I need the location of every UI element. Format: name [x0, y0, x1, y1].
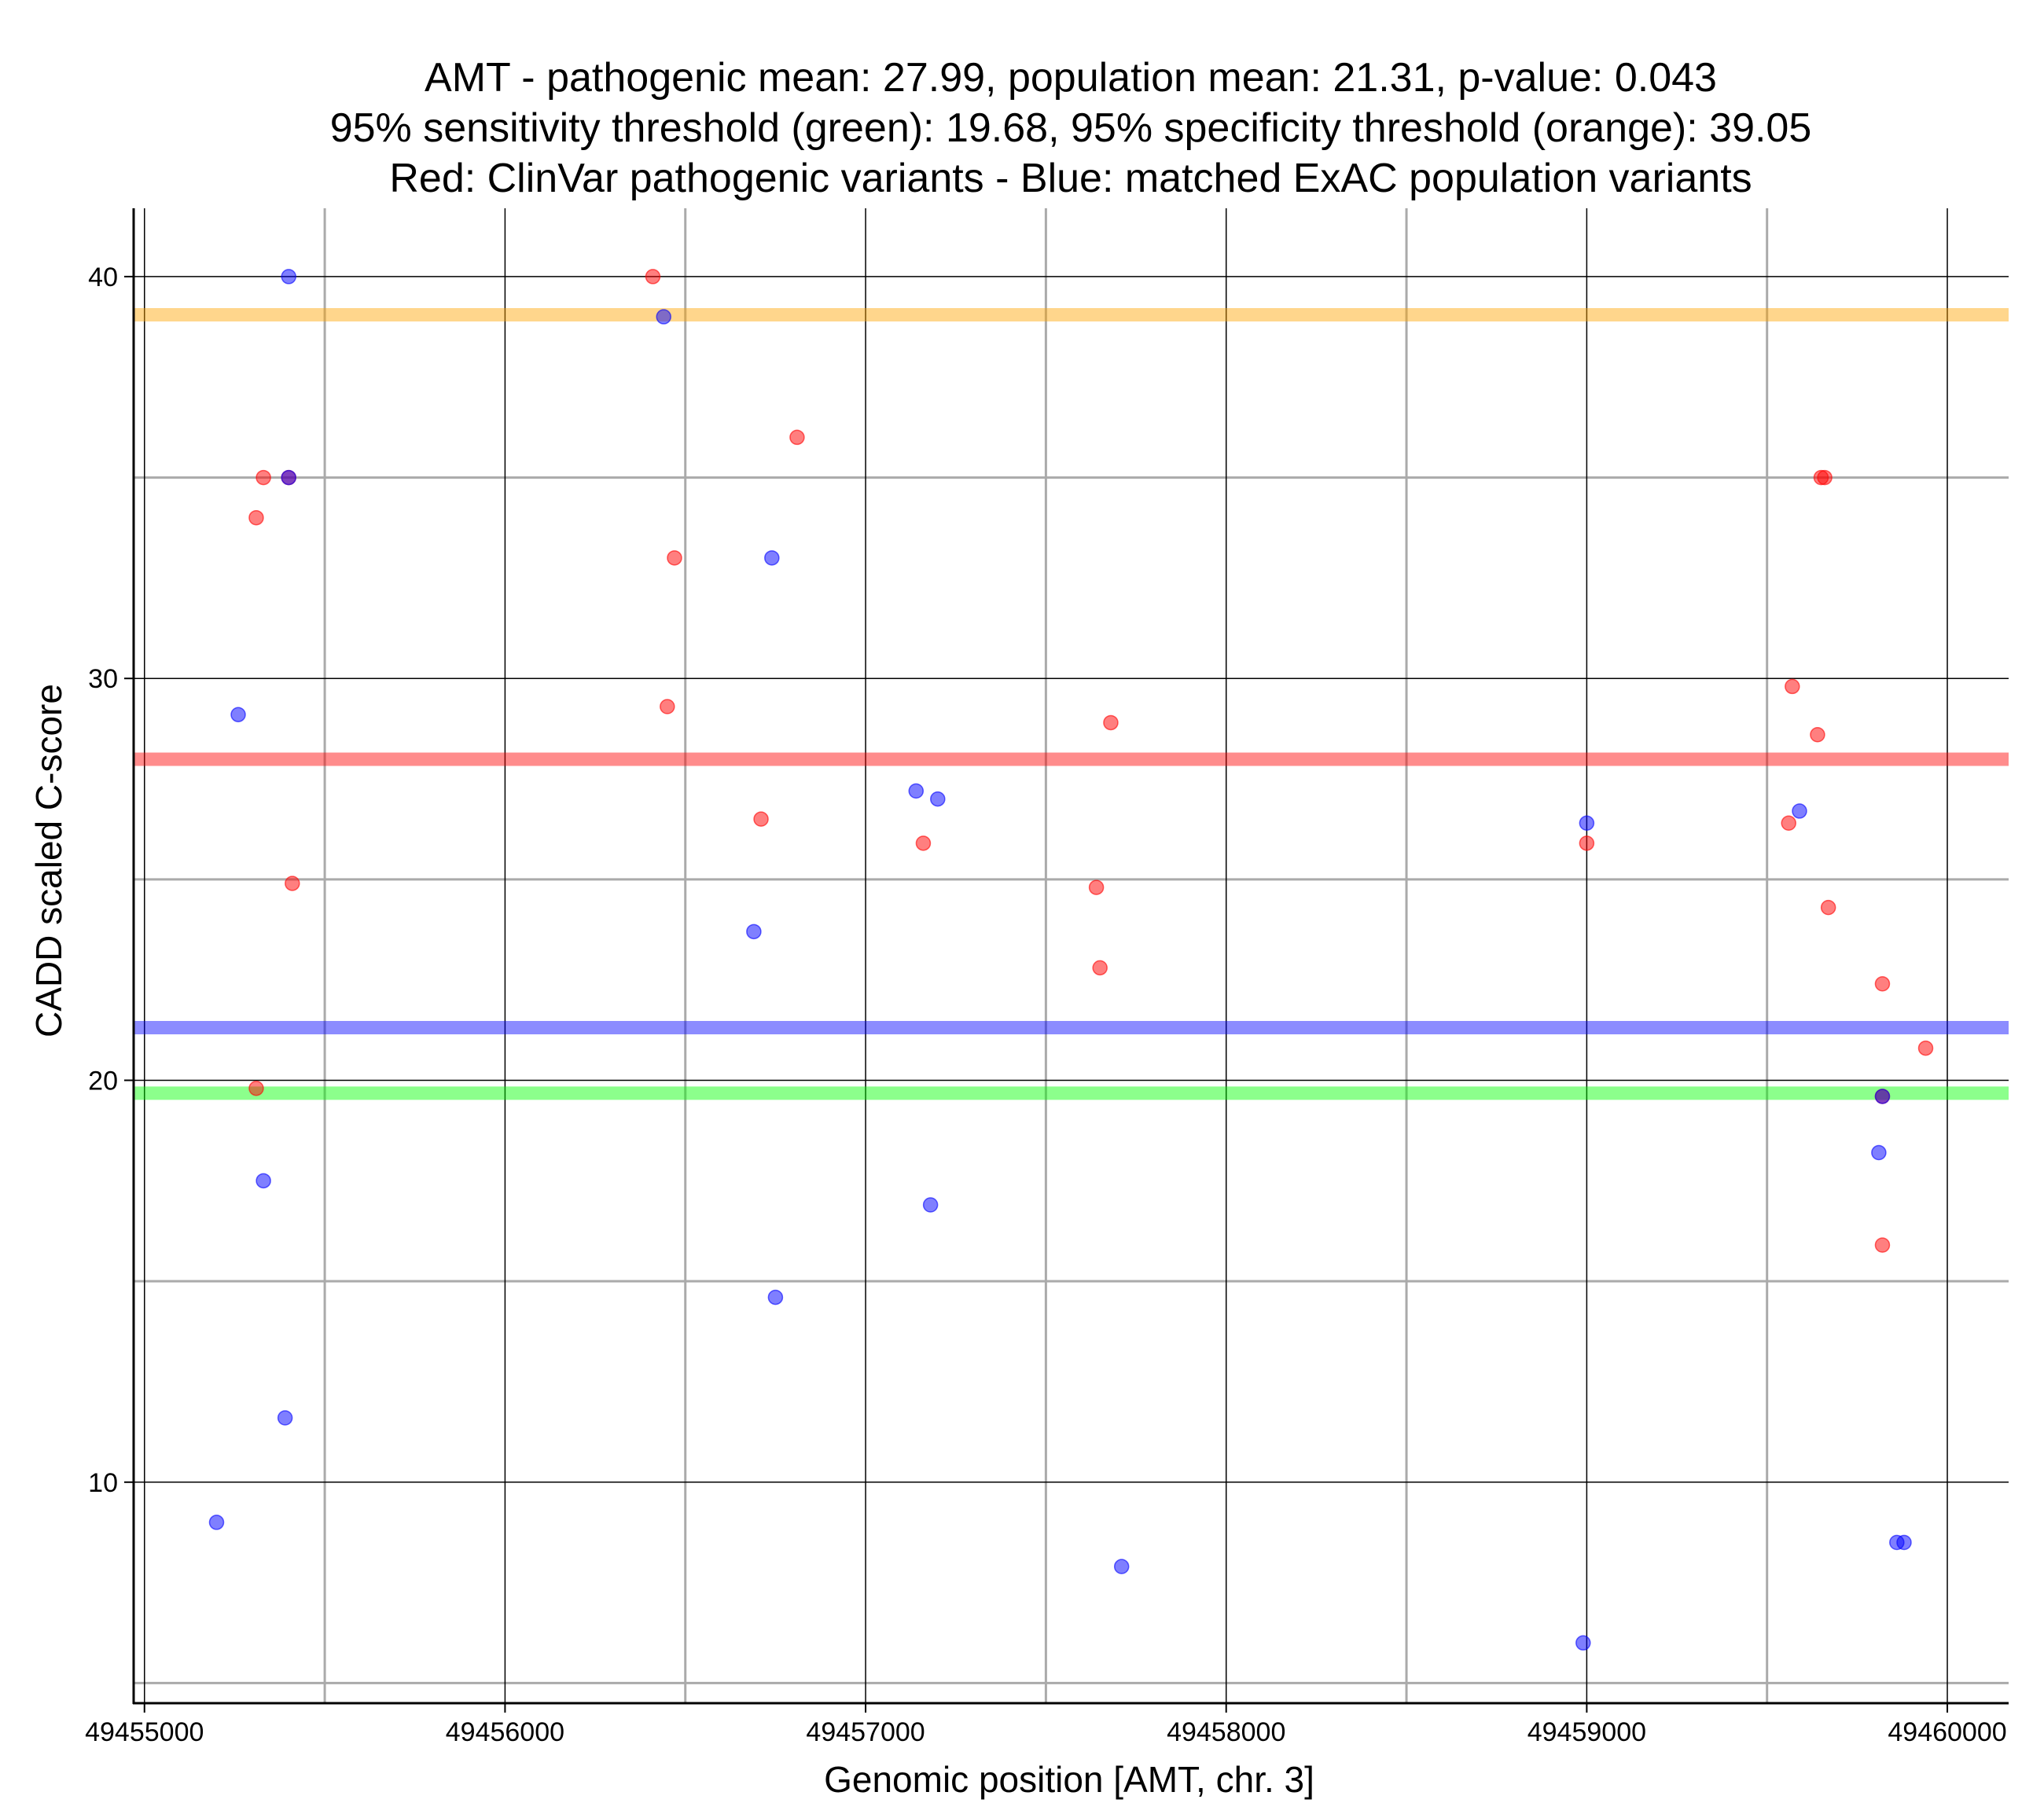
- population-point: [208, 1515, 225, 1530]
- title-line-3: Red: ClinVar pathogenic variants - Blue:…: [389, 156, 1752, 201]
- pathogenic-point: [1088, 879, 1105, 895]
- population-point: [1874, 1089, 1891, 1104]
- population-point: [656, 309, 671, 325]
- pathogenic-point: [1579, 835, 1595, 851]
- pathogenic-point: [1817, 469, 1833, 486]
- pathogenic-point: [645, 269, 661, 285]
- population-point: [256, 1173, 271, 1189]
- y-axis-title: CADD scaled C-score: [28, 684, 69, 1037]
- data-points: [208, 269, 1934, 1651]
- pathogenic-point: [1785, 678, 1800, 695]
- pathogenic-point: [248, 509, 264, 526]
- pathogenic-point: [256, 469, 271, 486]
- pathogenic-point: [915, 835, 932, 851]
- population-point: [930, 791, 946, 807]
- y-tick-label: 40: [88, 263, 118, 292]
- pathogenic-point: [753, 811, 769, 827]
- pathogenic-point: [1820, 899, 1836, 916]
- population-point: [1871, 1144, 1887, 1161]
- chart-title: AMT - pathogenic mean: 27.99, population…: [330, 55, 1812, 201]
- y-tick-label: 20: [88, 1067, 118, 1096]
- pathogenic-point: [1874, 1237, 1891, 1253]
- population-point: [922, 1197, 939, 1213]
- x-tick-label: 49456000: [446, 1717, 564, 1747]
- grid-layer: [134, 208, 2009, 1703]
- population-point: [764, 550, 780, 566]
- pathogenic-point: [667, 550, 682, 566]
- population-point: [746, 924, 762, 940]
- population-point: [1579, 815, 1595, 832]
- population-point: [908, 783, 925, 799]
- pathogenic-point: [1874, 976, 1891, 992]
- population-point: [281, 269, 296, 285]
- title-line-2: 95% sensitivity threshold (green): 19.68…: [330, 105, 1812, 151]
- x-tick-label: 49460000: [1888, 1717, 2006, 1747]
- reference-lines: [134, 307, 2009, 1100]
- population-point: [1896, 1534, 1912, 1551]
- x-tick-label: 49459000: [1527, 1717, 1646, 1747]
- pathogenic-point: [248, 1080, 264, 1096]
- title-line-1: AMT - pathogenic mean: 27.99, population…: [425, 55, 1717, 101]
- pathogenic-point: [1103, 714, 1119, 731]
- pathogenic-point: [660, 699, 675, 714]
- population-point: [1113, 1559, 1130, 1574]
- population-point: [230, 707, 246, 722]
- y-tick-label: 10: [88, 1468, 118, 1498]
- pathogenic-point: [1781, 815, 1796, 832]
- axes: 49455000 49456000 49457000 49458000 49459000…: [85, 208, 2009, 1747]
- pathogenic-point: [1810, 727, 1825, 743]
- pathogenic-point: [1092, 960, 1108, 976]
- x-tick-label: 49458000: [1167, 1717, 1285, 1747]
- population-point: [767, 1289, 784, 1305]
- x-axis-title: Genomic position [AMT, chr. 3]: [824, 1759, 1314, 1800]
- pathogenic-point: [789, 429, 805, 446]
- population-point: [277, 1410, 293, 1426]
- population-point: [281, 469, 296, 486]
- x-tick-label: 49457000: [806, 1717, 925, 1747]
- pathogenic-point: [285, 876, 300, 891]
- x-tick-label: 49455000: [85, 1717, 204, 1747]
- population-point: [1792, 803, 1807, 819]
- population-point: [1575, 1635, 1591, 1651]
- pathogenic-point: [1917, 1040, 1934, 1056]
- y-tick-label: 30: [88, 664, 118, 694]
